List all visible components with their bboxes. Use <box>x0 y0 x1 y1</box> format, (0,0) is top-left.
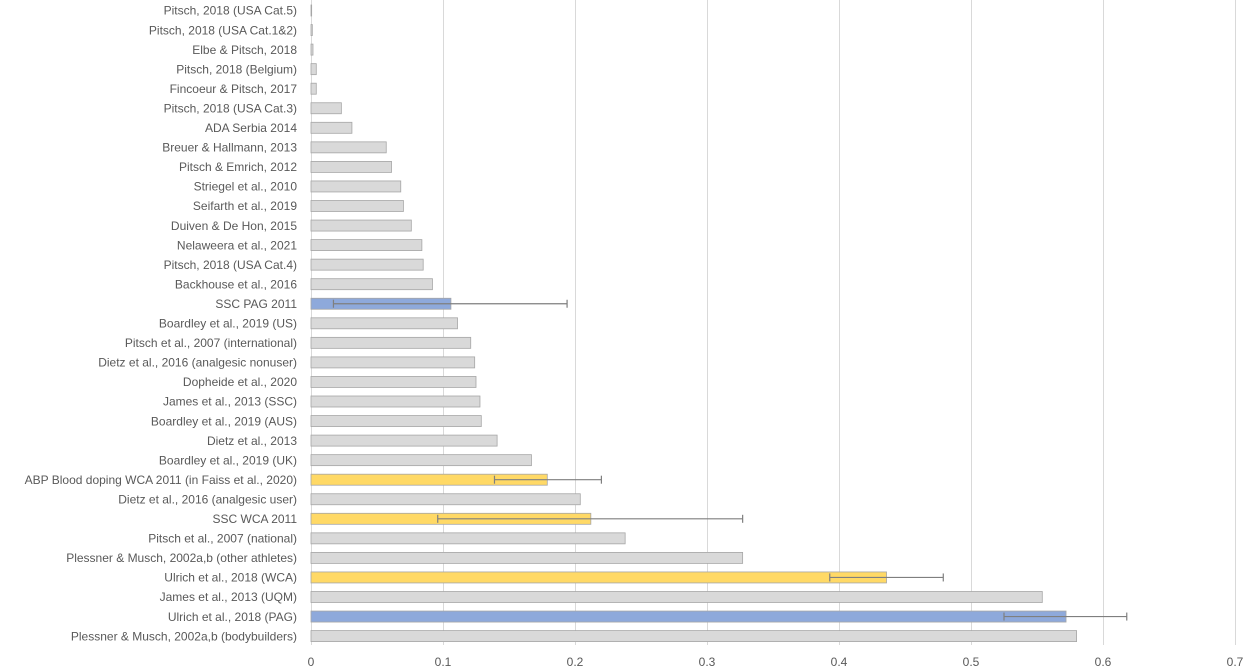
category-label: Pitsch & Emrich, 2012 <box>179 160 297 174</box>
bar <box>310 356 476 369</box>
category-label: Pitsch, 2018 (USA Cat.4) <box>164 258 297 272</box>
error-bar <box>1003 612 1128 621</box>
category-label: Pitsch et al., 2007 (national) <box>148 532 297 546</box>
bar <box>310 121 353 134</box>
bar <box>310 317 458 330</box>
bar <box>310 336 472 349</box>
x-tick-label: 0.3 <box>699 655 716 669</box>
bar <box>310 591 1043 603</box>
error-bar <box>332 299 568 308</box>
category-label: SSC WCA 2011 <box>213 512 298 526</box>
category-label: Dopheide et al., 2020 <box>183 375 297 389</box>
category-label: Dietz et al., 2016 (analgesic nonuser) <box>98 356 297 370</box>
category-label: Boardley et al., 2019 (AUS) <box>151 414 297 428</box>
bar <box>310 200 404 212</box>
category-label: James et al., 2013 (UQM) <box>160 590 297 604</box>
bar <box>310 160 392 173</box>
error-bar <box>829 573 944 582</box>
x-tick-label: 0.4 <box>831 655 848 669</box>
category-label: Elbe & Pitsch, 2018 <box>192 43 297 57</box>
bar <box>310 258 424 271</box>
bar <box>310 376 477 388</box>
bar <box>310 4 313 17</box>
x-tick-label: 0 <box>308 655 315 669</box>
bars <box>310 4 1077 642</box>
bar <box>310 571 887 584</box>
error-bar <box>493 475 603 484</box>
category-label: Pitsch, 2018 (USA Cat.3) <box>164 101 297 115</box>
category-label: Duiven & De Hon, 2015 <box>171 219 297 233</box>
x-tick-label: 0.7 <box>1227 655 1244 669</box>
category-label: Nelaweera et al., 2021 <box>177 238 297 252</box>
bar <box>310 454 532 467</box>
category-label: Pitsch, 2018 (USA Cat.5) <box>164 4 297 18</box>
category-label: Dietz et al., 2016 (analgesic user) <box>118 492 297 506</box>
bar <box>310 141 387 154</box>
x-tick-label: 0.2 <box>567 655 584 669</box>
category-labels: Pitsch, 2018 (USA Cat.5) Pitsch, 2018 (US… <box>25 4 298 644</box>
category-label: Ulrich et al., 2018 (WCA) <box>164 571 297 585</box>
bar <box>310 102 342 115</box>
category-label: Pitsch, 2018 (USA Cat.1&2) <box>149 23 297 37</box>
category-label: Plessner & Musch, 2002a,b (bodybuilders) <box>71 629 297 643</box>
error-bars <box>332 299 1128 621</box>
bar <box>310 532 626 545</box>
category-label: Seifarth et al., 2019 <box>193 199 297 213</box>
x-tick-label: 0.6 <box>1095 655 1112 669</box>
bar <box>310 434 498 447</box>
bar <box>310 395 481 408</box>
bar <box>310 239 423 252</box>
bar <box>310 24 313 36</box>
bar <box>310 493 581 506</box>
bar <box>310 278 433 291</box>
category-label: ADA Serbia 2014 <box>205 121 297 135</box>
category-label: Dietz et al., 2013 <box>207 434 297 448</box>
bar <box>310 43 314 56</box>
bar <box>310 630 1077 642</box>
category-label: Breuer & Hallmann, 2013 <box>162 141 297 155</box>
bar <box>310 552 744 564</box>
category-label: Striegel et al., 2010 <box>194 180 298 194</box>
error-bar <box>437 514 744 523</box>
category-label: Ulrich et al., 2018 (PAG) <box>168 610 297 624</box>
x-tick-label: 0.1 <box>435 655 452 669</box>
category-label: Backhouse et al., 2016 <box>175 277 297 291</box>
bar <box>310 82 317 95</box>
x-axis-tick-labels: 0 0.1 0.2 0.3 0.4 0.5 0.6 0.7 <box>308 655 1244 669</box>
bar <box>310 219 412 232</box>
vertical-gridlines <box>311 0 1236 645</box>
bar <box>310 415 482 427</box>
category-label: James et al., 2013 (SSC) <box>163 395 297 409</box>
category-label: Boardley et al., 2019 (UK) <box>159 453 297 467</box>
category-label: Fincoeur & Pitsch, 2017 <box>170 82 298 96</box>
bar <box>310 180 402 193</box>
category-label: Boardley et al., 2019 (US) <box>159 317 297 331</box>
category-label: SSC PAG 2011 <box>215 297 297 311</box>
category-label: Pitsch et al., 2007 (international) <box>125 336 297 350</box>
bar <box>310 63 317 76</box>
bar <box>310 610 1067 623</box>
category-label: ABP Blood doping WCA 2011 (in Faiss et a… <box>25 473 297 487</box>
category-label: Pitsch, 2018 (Belgium) <box>176 62 297 76</box>
category-label: Plessner & Musch, 2002a,b (other athlete… <box>66 551 297 565</box>
x-tick-label: 0.5 <box>963 655 980 669</box>
